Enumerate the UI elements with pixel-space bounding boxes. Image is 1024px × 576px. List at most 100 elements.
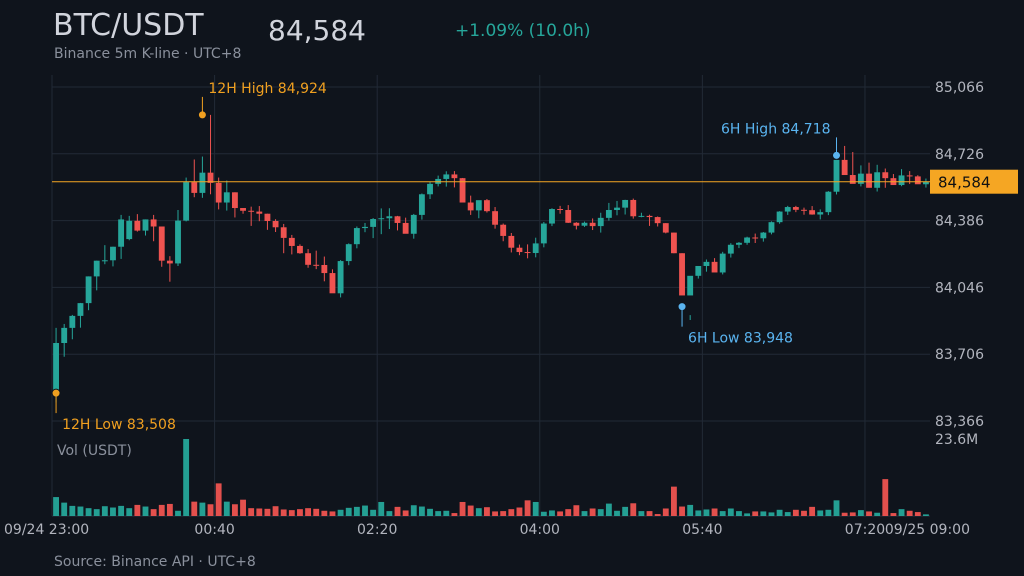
volume-bar (801, 510, 807, 516)
candle-up (77, 303, 84, 316)
volume-bar (183, 439, 190, 516)
volume-bar (288, 510, 295, 516)
volume-bar (110, 507, 116, 516)
candle-up (687, 275, 694, 296)
volume-bar (532, 501, 539, 516)
time-tick-label: 09/25 09:00 (885, 522, 970, 538)
candle-down (866, 173, 872, 188)
volume-bar (524, 500, 531, 516)
candle-up (337, 261, 344, 294)
volume-bar (540, 511, 547, 516)
candle-up (199, 172, 206, 193)
candle-down (484, 200, 490, 212)
volume-bar (549, 510, 555, 516)
candle-up (874, 172, 881, 188)
annotations: 84,584 12H High 84,924 12H Low 83,508 6H Hi… (51, 81, 1018, 433)
candle-up (776, 211, 783, 223)
candle-down (280, 227, 287, 238)
candle-down (240, 208, 246, 211)
volume-bar (874, 512, 881, 516)
volume-bar (150, 509, 157, 516)
volume-bar (898, 509, 905, 516)
volume-bar (101, 506, 108, 516)
candle-down (134, 220, 141, 231)
candle-down (573, 222, 580, 226)
candle-up (418, 194, 425, 215)
volume-bar (882, 479, 889, 516)
candle-down (313, 264, 320, 266)
volume-bar (776, 509, 783, 516)
candle-down (849, 175, 856, 184)
volume-bar (670, 486, 677, 516)
candle-down (305, 253, 312, 265)
volume-bars (53, 439, 929, 516)
candle-down (248, 210, 255, 212)
price-tick-label: 83,706 (935, 347, 984, 363)
source-note: Source: Binance API · UTC+8 (54, 554, 256, 570)
volume-bar (158, 504, 165, 516)
volume-bar (191, 501, 198, 516)
volume-bar (240, 499, 246, 516)
volume-bar (305, 508, 312, 516)
candle-down (215, 182, 222, 203)
volume-bar (77, 506, 84, 516)
volume-bar (53, 497, 59, 516)
volume-bar (435, 511, 442, 516)
volume-bar (516, 507, 523, 516)
candle-down (679, 253, 685, 296)
volume-bar (914, 512, 921, 516)
candle-down (288, 237, 295, 246)
candle-up (175, 220, 181, 264)
extreme-label: 12H Low 83,508 (62, 417, 176, 433)
candle-down (792, 207, 799, 210)
candle-up (605, 209, 612, 218)
candle-up (142, 219, 149, 231)
volume-bar (687, 504, 694, 516)
candle-up (817, 212, 824, 215)
volume-bar (605, 503, 612, 516)
volume-bar (662, 508, 669, 516)
volume-bar (614, 510, 620, 516)
candle-down (492, 211, 498, 225)
volume-bar (809, 506, 816, 516)
volume-bar (85, 508, 92, 516)
volume-bar (589, 508, 596, 516)
time-tick-label: 00:40 (194, 522, 234, 538)
candle-up (760, 232, 767, 239)
candle-up (427, 183, 433, 195)
volume-bar (597, 509, 604, 516)
candle-down (158, 226, 165, 261)
volume-bar (833, 500, 840, 516)
candle-down (906, 175, 913, 177)
extreme-label: 12H High 84,924 (208, 81, 326, 97)
volume-bar (378, 501, 385, 516)
candle-down (256, 211, 263, 214)
volume-bar (573, 505, 580, 516)
volume-bar (166, 503, 173, 516)
candle-down (329, 273, 336, 294)
time-tick-label: 07:20 (845, 522, 885, 538)
candle-down (394, 216, 401, 223)
candle-up (597, 217, 604, 227)
volume-bar (280, 509, 287, 516)
candle-down (207, 172, 214, 183)
price-change: +1.09% (10.0h) (455, 21, 591, 41)
volume-bar (557, 511, 564, 516)
candle-down (508, 235, 515, 248)
price-tick-label: 84,726 (935, 147, 984, 163)
volume-bar (744, 513, 751, 516)
candle-down (321, 265, 328, 274)
volume-bar (492, 511, 498, 516)
volume-bar (467, 505, 474, 516)
candle-down (557, 209, 564, 211)
volume-bar (207, 504, 214, 516)
last-price: 84,584 (268, 14, 366, 47)
volume-bar (565, 509, 572, 516)
volume-bar (370, 509, 377, 516)
candle-down (524, 252, 531, 254)
volume-bar (93, 509, 100, 516)
candles (53, 114, 929, 403)
volume-bar (142, 506, 149, 516)
volume-bar (703, 509, 710, 516)
grid-lines (51, 75, 930, 517)
